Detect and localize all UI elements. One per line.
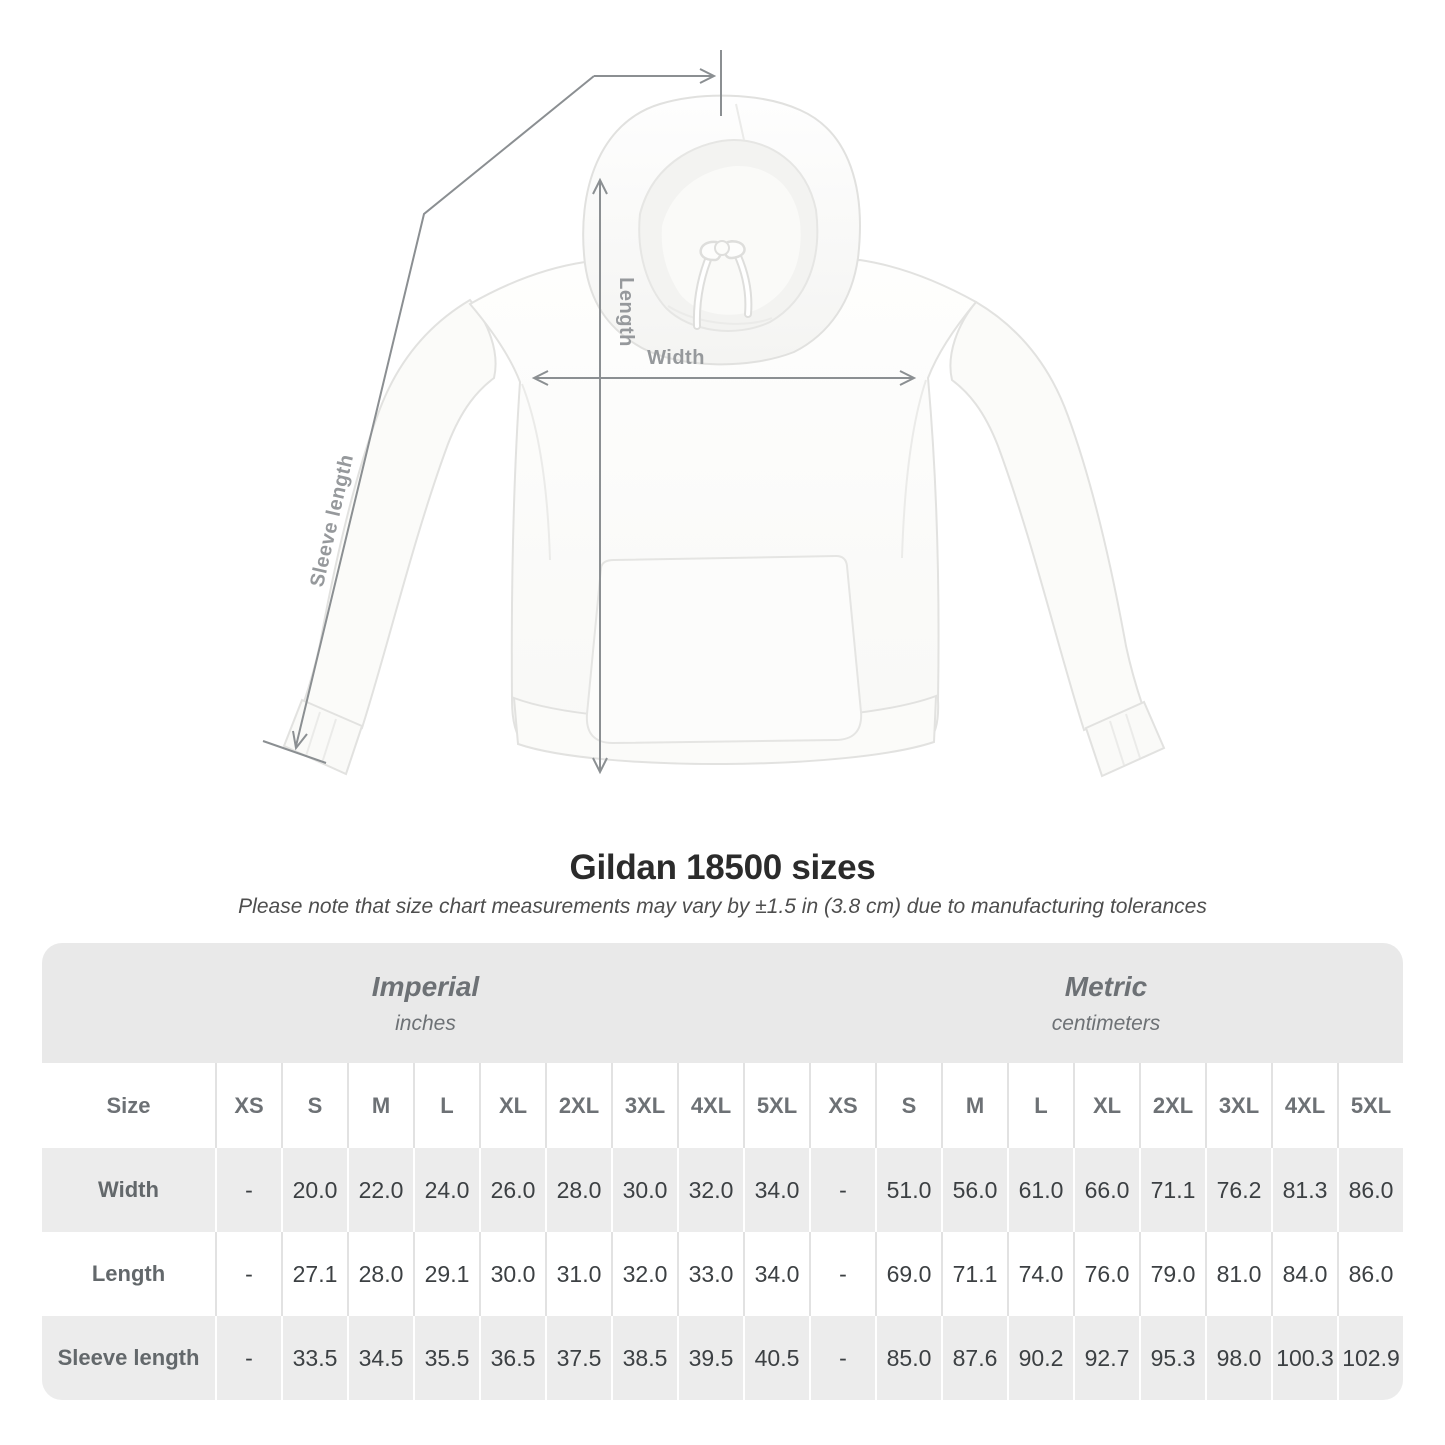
row-label-sleeve-length: Sleeve length — [42, 1316, 215, 1400]
table-cell: 71.1 — [1139, 1148, 1205, 1232]
table-cell: 51.0 — [875, 1148, 941, 1232]
width-measure: Width — [531, 347, 917, 386]
size-header: 2XL — [1139, 1063, 1205, 1148]
table-cell: 86.0 — [1337, 1148, 1403, 1232]
table-cell: 61.0 — [1007, 1148, 1073, 1232]
size-header: XS — [215, 1063, 281, 1148]
table-cell: 38.5 — [611, 1316, 677, 1400]
size-column-header: Size — [42, 1063, 215, 1148]
width-label: Width — [647, 347, 705, 369]
metric-name: Metric — [1064, 970, 1148, 1002]
table-cell: 90.2 — [1007, 1316, 1073, 1400]
table-cell: 71.1 — [941, 1232, 1007, 1316]
table-cell: 34.0 — [743, 1148, 809, 1232]
size-header: L — [413, 1063, 479, 1148]
size-header: 4XL — [1271, 1063, 1337, 1148]
table-cell: 22.0 — [347, 1148, 413, 1232]
length-label: Length — [615, 277, 637, 347]
size-header: XL — [1073, 1063, 1139, 1148]
table-cell: 81.0 — [1205, 1232, 1271, 1316]
table-cell: - — [215, 1148, 281, 1232]
table-cell: 102.9 — [1337, 1316, 1403, 1400]
size-header: 4XL — [677, 1063, 743, 1148]
table-cell: 40.5 — [743, 1316, 809, 1400]
size-table: Imperial inches Metric centimeters Size … — [42, 943, 1403, 1400]
table-cell: 28.0 — [347, 1232, 413, 1316]
table-cell: 30.0 — [611, 1148, 677, 1232]
table-cell: - — [215, 1316, 281, 1400]
size-header: S — [875, 1063, 941, 1148]
table-cell: 87.6 — [941, 1316, 1007, 1400]
size-header: XS — [809, 1063, 875, 1148]
table-cell: 36.5 — [479, 1316, 545, 1400]
size-header: 3XL — [1205, 1063, 1271, 1148]
table-cell: - — [809, 1232, 875, 1316]
page-title: Gildan 18500 sizes — [569, 848, 876, 887]
table-cell: - — [809, 1148, 875, 1232]
size-header: L — [1007, 1063, 1073, 1148]
drawstrings — [692, 240, 753, 330]
table-cell: 69.0 — [875, 1232, 941, 1316]
size-header: 3XL — [611, 1063, 677, 1148]
size-header: M — [941, 1063, 1007, 1148]
row-label-length: Length — [42, 1232, 215, 1316]
metric-header: Metric centimeters — [809, 943, 1403, 1063]
hoodie-illustration — [282, 94, 1166, 778]
table-cell: 28.0 — [545, 1148, 611, 1232]
table-cell: 20.0 — [281, 1148, 347, 1232]
table-cell: 32.0 — [677, 1148, 743, 1232]
size-header: S — [281, 1063, 347, 1148]
table-cell: 35.5 — [413, 1316, 479, 1400]
table-cell: 24.0 — [413, 1148, 479, 1232]
table-cell: 92.7 — [1073, 1316, 1139, 1400]
size-header: 2XL — [545, 1063, 611, 1148]
table-cell: 33.5 — [281, 1316, 347, 1400]
table-cell: 31.0 — [545, 1232, 611, 1316]
table-cell: 81.3 — [1271, 1148, 1337, 1232]
table-cell: - — [809, 1316, 875, 1400]
imperial-unit: inches — [395, 1011, 456, 1035]
table-cell: 74.0 — [1007, 1232, 1073, 1316]
table-cell: - — [215, 1232, 281, 1316]
table-cell: 27.1 — [281, 1232, 347, 1316]
length-measure: Length — [592, 177, 637, 775]
size-header: M — [347, 1063, 413, 1148]
table-cell: 37.5 — [545, 1316, 611, 1400]
sleeve-bottom-tick — [262, 740, 327, 764]
table-cell: 86.0 — [1337, 1232, 1403, 1316]
size-header: 5XL — [743, 1063, 809, 1148]
table-cell: 76.0 — [1073, 1232, 1139, 1316]
table-cell: 95.3 — [1139, 1316, 1205, 1400]
table-cell: 32.0 — [611, 1232, 677, 1316]
row-label-width: Width — [42, 1148, 215, 1232]
table-cell: 29.1 — [413, 1232, 479, 1316]
table-cell: 66.0 — [1073, 1148, 1139, 1232]
table-cell: 56.0 — [941, 1148, 1007, 1232]
table-cell: 34.0 — [743, 1232, 809, 1316]
table-cell: 85.0 — [875, 1316, 941, 1400]
table-cell: 39.5 — [677, 1316, 743, 1400]
right-sleeve — [949, 300, 1144, 732]
table-cell: 76.2 — [1205, 1148, 1271, 1232]
table-cell: 26.0 — [479, 1148, 545, 1232]
table-cell: 84.0 — [1271, 1232, 1337, 1316]
table-cell: 79.0 — [1139, 1232, 1205, 1316]
table-cell: 98.0 — [1205, 1316, 1271, 1400]
imperial-header: Imperial inches — [42, 943, 809, 1063]
table-cell: 30.0 — [479, 1232, 545, 1316]
table-cell: 100.3 — [1271, 1316, 1337, 1400]
size-header: 5XL — [1337, 1063, 1403, 1148]
table-cell: 34.5 — [347, 1316, 413, 1400]
size-header: XL — [479, 1063, 545, 1148]
hoodie-measurement-figure: Sleeve length Length Width — [262, 50, 1166, 778]
imperial-name: Imperial — [371, 970, 480, 1002]
kangaroo-pocket — [585, 554, 863, 745]
right-cuff — [1084, 700, 1166, 778]
tolerance-note: Please note that size chart measurements… — [238, 895, 1207, 918]
metric-unit: centimeters — [1051, 1011, 1161, 1035]
table-cell: 33.0 — [677, 1232, 743, 1316]
